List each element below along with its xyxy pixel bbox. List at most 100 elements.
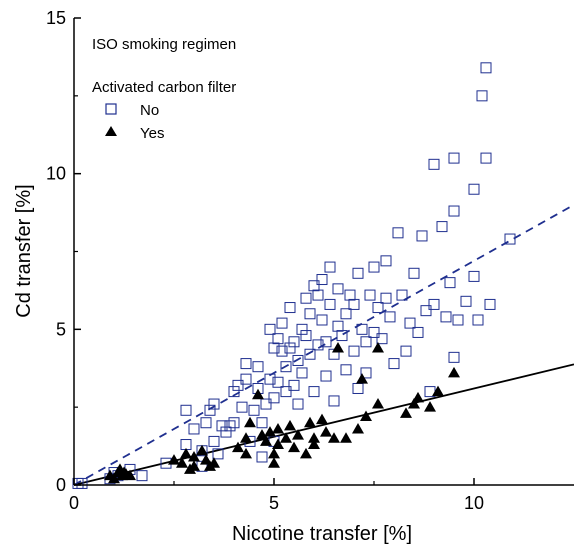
y-tick-label: 5 [56,319,66,339]
data-point-no [480,62,492,74]
data-point-no [200,417,212,429]
data-point-no [300,292,312,304]
data-point-yes [260,435,272,446]
data-point-no [276,345,288,357]
axes-group: 0 5 10 0 5 10 15 [46,8,574,513]
data-point-no [240,358,252,370]
data-point-no [240,373,252,385]
data-point-yes [332,342,344,353]
data-point-yes [256,429,268,440]
data-point-yes [108,472,120,484]
data-point-no [300,330,312,342]
legend-title: Activated carbon filter [92,79,236,96]
data-point-no [228,386,240,398]
data-point-yes [400,407,412,418]
data-point-no [304,308,316,320]
data-point-no [208,435,220,447]
data-point-no [264,373,276,385]
data-point-no [212,448,224,460]
data-point-no [380,292,392,304]
data-point-no [248,404,260,416]
data-point-yes [308,438,320,450]
data-point-no [348,298,360,310]
data-point-no [404,317,416,329]
data-point-no [316,314,328,326]
data-point-yes [240,447,252,459]
legend-no-label: No [140,102,159,119]
data-point-no [352,382,364,394]
data-point-no [264,323,276,335]
data-point-yes [448,366,460,378]
data-point-no [460,295,472,307]
data-point-yes [408,398,420,409]
data-point-yes [124,469,136,481]
data-point-no [316,274,328,286]
y-tick-label: 10 [46,164,66,184]
x-tick-label: 0 [69,493,79,513]
data-point-yes [280,432,292,443]
y-tick-label: 0 [56,475,66,495]
data-point-no [76,477,88,489]
series-yes-points [104,342,460,484]
data-point-yes [176,457,188,468]
fit-lines-group [73,204,574,486]
data-point-no [136,470,148,482]
data-point-yes [168,454,180,465]
data-point-no [236,401,248,413]
data-point-no [408,267,420,279]
data-point-no [436,221,448,233]
data-point-no [388,358,400,370]
data-point-no [444,277,456,289]
data-point-no [280,361,292,373]
data-point-no [320,336,332,348]
data-point-no [304,348,316,360]
data-point-no [476,90,488,102]
data-point-yes [200,454,212,465]
data-point-yes [304,416,316,428]
data-point-no [324,261,336,273]
data-point-no [448,205,460,217]
data-point-yes [180,447,192,459]
regimen-annotation: ISO smoking regimen [92,36,236,53]
data-point-no [448,351,460,363]
legend-yes-label: Yes [140,125,164,142]
x-tick-label: 10 [464,493,484,513]
data-point-no [280,386,292,398]
data-point-no [256,417,268,429]
data-point-no [384,311,396,323]
data-point-no [308,386,320,398]
data-point-no [288,379,300,391]
data-point-no [272,333,284,345]
data-point-no [312,339,324,351]
data-point-no [360,336,372,348]
data-point-yes [268,457,280,468]
data-point-no [252,361,264,373]
data-point-no [284,342,296,354]
data-point-yes [316,413,328,425]
data-point-no [324,298,336,310]
data-point-yes [292,429,304,440]
data-point-no [504,233,516,245]
data-point-no [452,314,464,326]
data-point-no [472,314,484,326]
data-point-yes [208,457,220,468]
data-point-no [332,320,344,332]
data-point-no [368,326,380,338]
data-point-yes [272,422,284,434]
data-point-no [276,317,288,329]
fit-line-no [73,204,574,486]
data-point-yes [300,447,312,459]
data-point-no [296,323,308,335]
x-axis-title: Nicotine transfer [%] [232,523,412,545]
data-point-no [428,158,440,170]
data-point-no [292,398,304,410]
data-point-no [232,379,244,391]
data-point-no [468,183,480,195]
data-point-no [188,423,200,435]
data-point-yes [284,419,296,431]
data-point-no [360,367,372,379]
y-axis-title: Cd transfer [%] [13,184,35,317]
data-point-no [292,354,304,366]
data-point-yes [340,432,352,443]
data-point-yes [328,432,340,443]
